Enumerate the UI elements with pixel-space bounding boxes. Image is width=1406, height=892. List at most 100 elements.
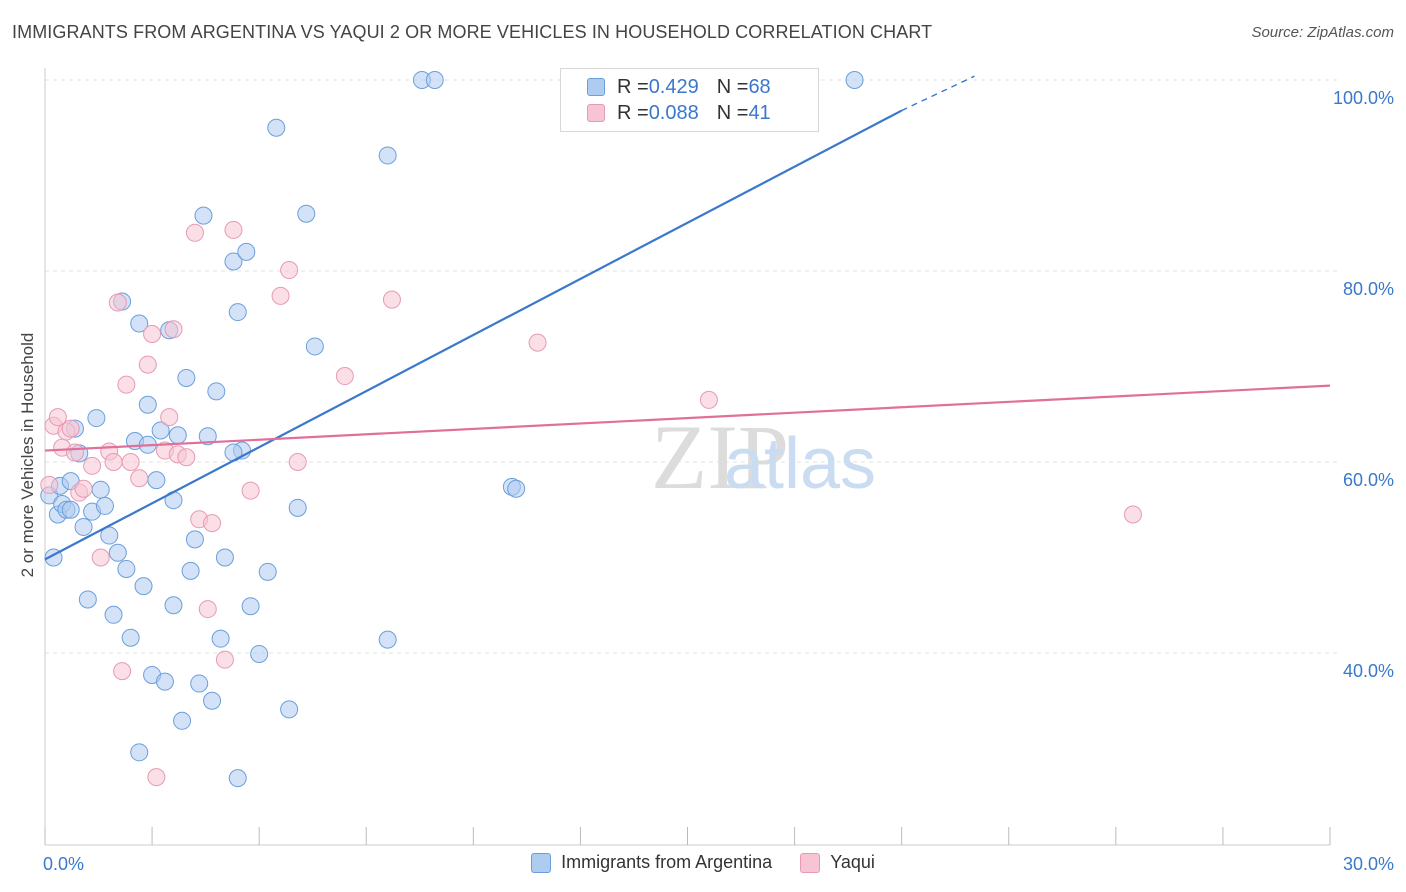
point-argentina <box>168 426 187 445</box>
point-yaqui <box>164 320 183 339</box>
stats-legend: R = 0.429 N = 68 R = 0.088 N = 41 <box>560 68 819 132</box>
point-argentina <box>288 498 307 517</box>
point-argentina <box>130 743 149 762</box>
point-argentina <box>194 206 213 225</box>
point-argentina <box>305 337 324 356</box>
point-argentina <box>425 71 444 89</box>
point-yaqui <box>138 355 157 374</box>
point-argentina <box>91 480 110 499</box>
point-argentina <box>250 644 269 663</box>
point-argentina <box>267 118 286 137</box>
point-argentina <box>211 629 230 648</box>
point-argentina <box>164 596 183 615</box>
y-tick-label: 100.0% <box>1333 88 1394 108</box>
swatch-yaqui <box>587 104 605 122</box>
point-argentina <box>203 691 222 710</box>
point-argentina <box>280 700 299 719</box>
point-yaqui <box>1123 505 1142 524</box>
point-argentina <box>215 548 234 567</box>
point-yaqui <box>224 220 243 239</box>
point-yaqui <box>108 293 127 312</box>
point-argentina <box>134 577 153 596</box>
x-tick-label-start: 0.0% <box>43 854 84 874</box>
point-yaqui <box>130 469 149 488</box>
legend-swatch-argentina <box>531 852 552 873</box>
point-argentina <box>507 479 526 498</box>
grid-lines <box>45 79 1340 654</box>
r-value-argentina: 0.429 <box>648 75 699 98</box>
point-argentina <box>130 314 149 333</box>
point-yaqui <box>48 408 67 427</box>
legend-label-argentina: Immigrants from Argentina <box>561 852 773 872</box>
point-yaqui <box>699 390 718 409</box>
point-yaqui <box>198 600 217 619</box>
point-argentina <box>117 559 136 578</box>
point-yaqui <box>65 443 84 462</box>
point-yaqui <box>280 261 299 280</box>
r-label: R = <box>617 101 649 124</box>
trend-line-argentina-extension <box>901 75 975 112</box>
legend-item-yaqui[interactable]: Yaqui <box>800 852 875 873</box>
point-yaqui <box>83 456 102 475</box>
point-argentina <box>378 146 397 165</box>
legend-swatch-yaqui <box>800 852 821 873</box>
series-legend: Immigrants from Argentina Yaqui <box>0 852 1406 873</box>
point-yaqui <box>147 768 166 787</box>
point-argentina <box>198 427 217 446</box>
r-label: R = <box>617 75 649 98</box>
point-argentina <box>121 628 140 647</box>
point-yaqui <box>91 548 110 567</box>
point-argentina <box>78 590 97 609</box>
point-yaqui <box>185 223 204 242</box>
tick-labels: 40.0% 60.0% 80.0% 100.0% 0.0% 30.0% <box>43 88 1394 874</box>
point-argentina <box>155 672 174 691</box>
n-label: N = <box>716 101 749 124</box>
point-argentina <box>104 605 123 624</box>
point-yaqui <box>288 453 307 471</box>
point-yaqui <box>271 286 290 305</box>
point-argentina <box>845 71 864 89</box>
point-argentina <box>378 630 397 649</box>
point-argentina <box>95 496 114 515</box>
stats-row-yaqui: R = 0.088 N = 41 <box>587 100 771 126</box>
point-argentina <box>74 517 93 536</box>
point-yaqui <box>104 453 123 471</box>
point-yaqui <box>382 290 401 309</box>
legend-label-yaqui: Yaqui <box>830 852 875 872</box>
point-argentina <box>108 543 127 562</box>
point-argentina <box>151 421 170 440</box>
point-yaqui <box>241 481 260 500</box>
point-yaqui <box>528 333 547 352</box>
point-yaqui <box>117 375 136 394</box>
point-argentina <box>237 242 256 261</box>
point-argentina <box>228 303 247 322</box>
point-argentina <box>87 409 106 428</box>
point-yaqui <box>113 662 132 681</box>
n-value-argentina: 68 <box>748 75 771 98</box>
point-yaqui <box>177 448 196 467</box>
stats-row-argentina: R = 0.429 N = 68 <box>587 74 771 100</box>
point-argentina <box>241 597 260 616</box>
point-argentina <box>228 769 247 788</box>
x-tick-label-end: 30.0% <box>1343 854 1394 874</box>
watermark-atlas: atlas <box>724 424 876 504</box>
y-tick-label: 60.0% <box>1343 470 1394 490</box>
point-yaqui <box>335 367 354 386</box>
legend-item-argentina[interactable]: Immigrants from Argentina <box>531 852 772 873</box>
point-yaqui <box>203 514 222 533</box>
point-argentina <box>181 561 200 580</box>
point-yaqui <box>215 650 234 669</box>
axes <box>44 68 1331 846</box>
point-argentina <box>100 526 119 545</box>
point-argentina <box>147 471 166 490</box>
point-argentina <box>224 252 243 271</box>
swatch-argentina <box>587 78 605 96</box>
point-yaqui <box>40 475 59 494</box>
trend-lines <box>44 75 1331 561</box>
point-argentina <box>61 500 80 519</box>
trend-line-argentina <box>44 109 903 561</box>
point-yaqui <box>143 325 162 344</box>
point-yaqui <box>61 419 80 438</box>
point-yaqui <box>74 479 93 498</box>
